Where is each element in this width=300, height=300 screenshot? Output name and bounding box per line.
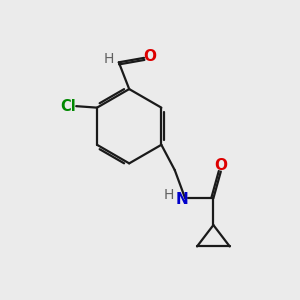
Text: H: H: [164, 188, 174, 202]
Text: O: O: [214, 158, 227, 172]
Text: H: H: [104, 52, 115, 66]
Text: O: O: [143, 49, 156, 64]
Text: N: N: [175, 192, 188, 207]
Text: Cl: Cl: [60, 99, 76, 114]
